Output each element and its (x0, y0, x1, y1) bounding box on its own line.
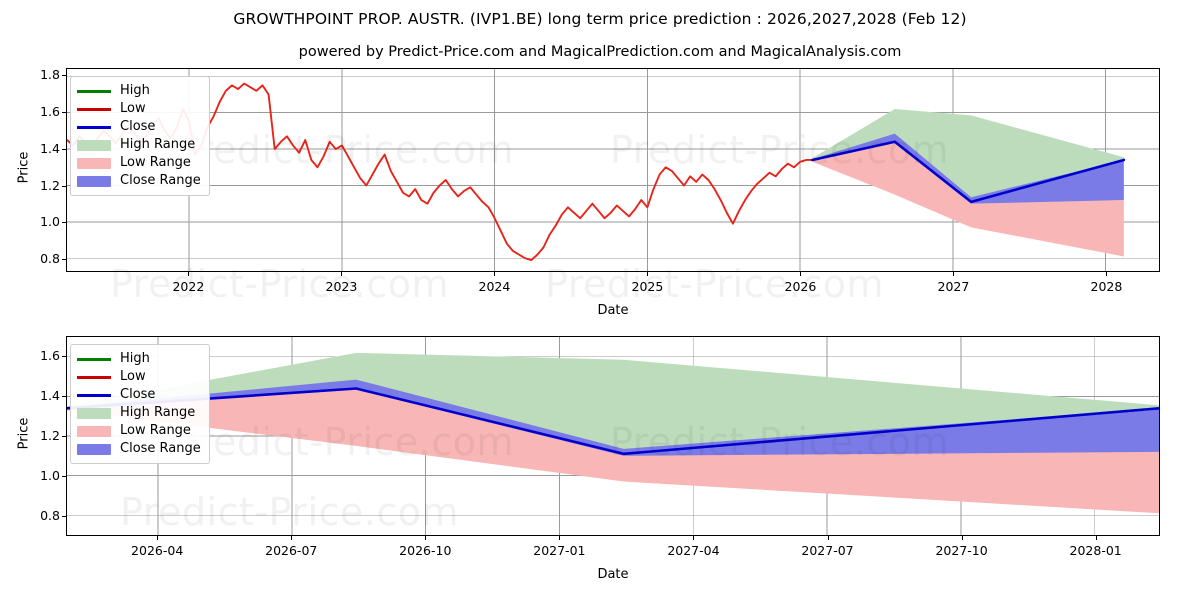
legend-item-high-range[interactable]: High Range (77, 136, 201, 154)
legend-item-high[interactable]: High (77, 350, 201, 368)
legend-patch-swatch (77, 425, 111, 437)
legend-item-low[interactable]: Low (77, 100, 201, 118)
legend-line-swatch (77, 375, 111, 379)
x-tick-label: 2027-07 (801, 543, 854, 558)
legend-item-label: Close (120, 119, 156, 134)
y-tick-mark (62, 148, 66, 150)
y-tick-label: 1.4 (40, 140, 60, 156)
legend-item-close-range[interactable]: Close Range (77, 172, 201, 190)
overview-x-axis-label: Date (597, 303, 629, 318)
legend-patch-swatch (77, 407, 111, 419)
x-tick-mark (425, 536, 427, 540)
x-tick-mark (827, 536, 829, 540)
x-tick-label: 2026-04 (131, 543, 184, 558)
legend-item-label: Close Range (120, 173, 201, 188)
legend-item-low-range[interactable]: Low Range (77, 154, 201, 172)
legend-item-close[interactable]: Close (77, 386, 201, 404)
forecast-plot-area (66, 336, 1160, 536)
x-tick-mark (188, 272, 190, 276)
y-tick-mark (62, 356, 66, 357)
y-tick-mark (62, 436, 66, 437)
overview-legend: High Low Close High Range Low Range Close Ran… (70, 76, 210, 196)
x-tick-label: 2028 (1090, 279, 1123, 294)
x-tick-mark (1095, 536, 1097, 540)
overview-plot-area (66, 68, 1160, 272)
x-tick-label: 2026-07 (265, 543, 318, 558)
legend-item-label: Close Range (120, 441, 201, 456)
legend-item-high-range[interactable]: High Range (77, 404, 201, 422)
legend-patch-swatch (77, 157, 111, 169)
x-tick-label: 2022 (172, 279, 205, 294)
page-title: GROWTHPOINT PROP. AUSTR. (IVP1.BE) long … (233, 10, 967, 28)
legend-item-low-range[interactable]: Low Range (77, 422, 201, 440)
x-tick-label: 2024 (478, 279, 511, 294)
y-tick-label: 1.2 (40, 177, 60, 193)
legend-patch-swatch (77, 175, 111, 187)
y-tick-mark (62, 259, 66, 261)
y-tick-mark (62, 516, 66, 517)
x-tick-mark (647, 272, 649, 276)
x-tick-label: 2025 (631, 279, 664, 294)
x-tick-label: 2027-01 (533, 543, 586, 558)
legend-item-close[interactable]: Close (77, 118, 201, 136)
y-tick-label: 0.8 (40, 508, 60, 523)
y-tick-mark (62, 75, 66, 77)
x-tick-mark (953, 272, 955, 276)
legend-item-label: High (120, 351, 150, 366)
x-tick-label: 2028-01 (1069, 543, 1122, 558)
legend-line-swatch (77, 89, 111, 93)
legend-item-label: Low (120, 101, 146, 116)
x-tick-mark (341, 272, 343, 276)
legend-patch-swatch (77, 139, 111, 151)
y-tick-label: 1.4 (40, 388, 60, 403)
x-tick-mark (1106, 272, 1108, 276)
legend-line-swatch (77, 125, 111, 129)
y-tick-mark (62, 222, 66, 224)
forecast-x-axis-label: Date (597, 567, 629, 582)
legend-item-label: High Range (120, 137, 196, 152)
x-tick-label: 2027 (937, 279, 970, 294)
legend-line-swatch (77, 393, 111, 397)
x-tick-label: 2027-10 (935, 543, 988, 558)
y-tick-label: 1.6 (40, 104, 60, 120)
x-tick-mark (157, 536, 159, 540)
legend-item-label: Low Range (120, 155, 191, 170)
legend-patch-swatch (77, 443, 111, 455)
legend-item-label: High (120, 83, 150, 98)
y-tick-label: 1.6 (40, 348, 60, 363)
y-tick-mark (62, 112, 66, 114)
y-tick-label: 1.0 (40, 214, 60, 230)
x-tick-label: 2026 (784, 279, 817, 294)
overview-plot-canvas (67, 69, 1159, 271)
x-tick-mark (559, 536, 561, 540)
y-tick-mark (62, 396, 66, 397)
y-tick-label: 0.8 (40, 251, 60, 267)
legend-item-label: High Range (120, 405, 196, 420)
x-tick-mark (800, 272, 802, 276)
x-tick-mark (291, 536, 293, 540)
x-tick-label: 2026-10 (399, 543, 452, 558)
x-tick-label: 2023 (325, 279, 358, 294)
y-tick-label: 1.0 (40, 468, 60, 483)
legend-item-label: Close (120, 387, 156, 402)
x-tick-mark (961, 536, 963, 540)
legend-item-label: Low (120, 369, 146, 384)
legend-line-swatch (77, 107, 111, 111)
legend-line-swatch (77, 357, 111, 361)
legend-item-low[interactable]: Low (77, 368, 201, 386)
legend-item-label: Low Range (120, 423, 191, 438)
x-tick-label: 2027-04 (667, 543, 720, 558)
legend-item-close-range[interactable]: Close Range (77, 440, 201, 458)
y-tick-label: 1.8 (40, 67, 60, 83)
legend-item-high[interactable]: High (77, 82, 201, 100)
y-tick-label: 1.2 (40, 428, 60, 443)
page-subtitle: powered by Predict-Price.com and Magical… (298, 44, 902, 60)
forecast-legend: High Low Close High Range Low Range Close Ran… (70, 344, 210, 464)
forecast-plot-canvas (67, 337, 1159, 535)
y-tick-mark (62, 476, 66, 477)
x-tick-mark (494, 272, 496, 276)
y-tick-mark (62, 185, 66, 187)
x-tick-mark (693, 536, 695, 540)
